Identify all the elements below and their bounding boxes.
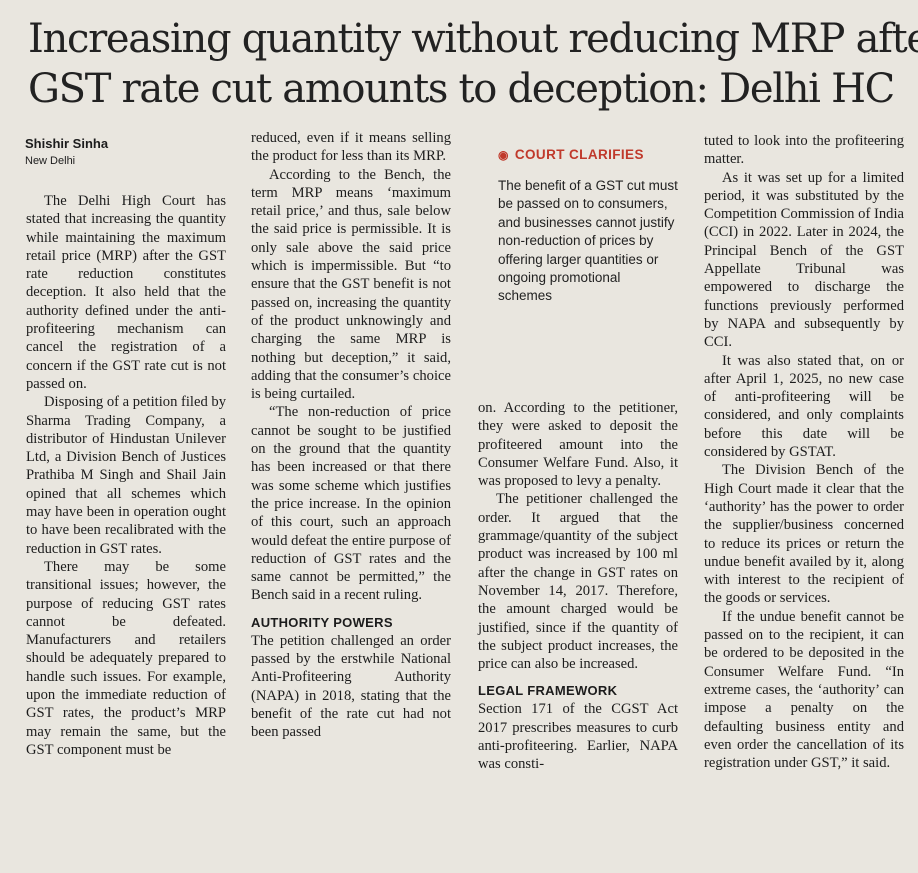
paragraph: Disposing of a petition filed by Sharma …	[26, 394, 226, 557]
paragraph: If the undue benefit cannot be passed on…	[704, 608, 904, 772]
author-name: Shishir Sinha	[25, 136, 109, 151]
callout-title: ◉ COURT CLARIFIES	[498, 147, 678, 163]
paragraph: The petitioner challenged the order. It …	[478, 491, 678, 673]
callout-title-text: COURT CLARIFIES	[514, 147, 644, 162]
paragraph: on. According to the petitioner, they we…	[478, 400, 678, 490]
article-column-4: tuted to look into the profiteering matt…	[704, 132, 904, 772]
paragraph: The petition challenged an order passed …	[251, 632, 451, 741]
paragraph: Section 171 of the CGST Act 2017 prescri…	[478, 701, 678, 773]
article-column-3: on. According to the petitioner, they we…	[478, 399, 678, 774]
paragraph: There may be some transitional issues; h…	[26, 558, 226, 758]
byline: Shishir Sinha New Delhi	[25, 135, 235, 169]
bullet-circle-icon: ◉	[498, 148, 509, 162]
headline: Increasing quantity without reducing MRP…	[28, 14, 918, 114]
paragraph: As it was set up for a limited period, i…	[704, 169, 904, 351]
headline-line-1: Increasing quantity without reducing MRP…	[28, 16, 918, 62]
paragraph: The Delhi High Court has stated that inc…	[26, 193, 226, 392]
paragraph: tuted to look into the profiteering matt…	[704, 133, 904, 168]
paragraph: reduced, even if it means selling the pr…	[251, 130, 451, 165]
paragraph: The Division Bench of the High Court mad…	[704, 462, 904, 607]
paragraph: According to the Bench, the term MRP mea…	[251, 166, 451, 403]
dateline: New Delhi	[25, 155, 76, 167]
subhead-legal-framework: LEGAL FRAMEWORK	[478, 683, 618, 699]
callout-box: ◉ COURT CLARIFIES The benefit of a GST cu…	[498, 147, 678, 306]
subhead-authority-powers: AUTHORITY POWERS	[251, 614, 393, 630]
article-column-2: reduced, even if it means selling the pr…	[251, 129, 451, 742]
paragraph: It was also stated that, on or after Apr…	[704, 352, 904, 461]
paragraph: “The non-reduction of price cannot be so…	[251, 404, 451, 604]
callout-body: The benefit of a GST cut must be passed …	[498, 178, 678, 304]
article-column-1: The Delhi High Court has stated that inc…	[26, 192, 226, 759]
headline-line-2: GST rate cut amounts to deception: Delhi…	[28, 66, 895, 112]
